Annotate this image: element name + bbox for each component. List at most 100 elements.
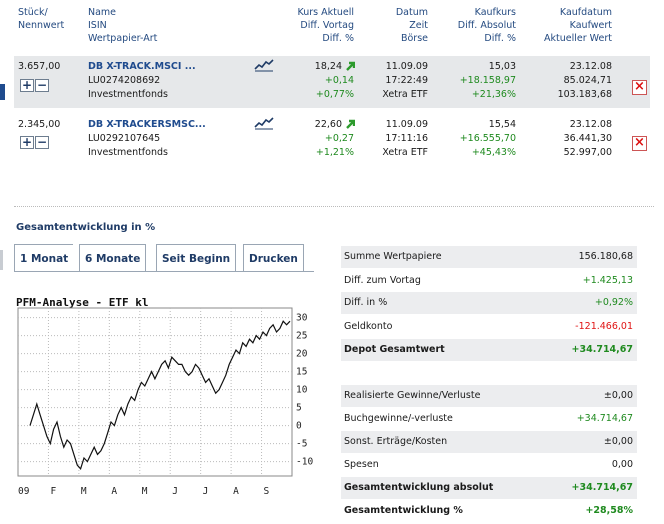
position-diff-vortag: +0,14 [324, 75, 354, 86]
summary-row: Geldkonto -121.466,01 [341, 316, 637, 338]
tab-seit-beginn[interactable]: Seit Beginn [156, 244, 237, 272]
plus-button[interactable]: + [20, 135, 34, 149]
position-kaufdatum: 23.12.08 [569, 119, 612, 130]
position-kaufwert: 85.024,71 [563, 75, 612, 86]
y-tick-label: 25 [296, 331, 307, 342]
summary-label: Diff. zum Vortag [344, 275, 421, 286]
position-kaufdatum: 23.12.08 [569, 61, 612, 72]
position-art: Investmentfonds [88, 89, 168, 100]
position-diff-vortag: +0,27 [324, 133, 354, 144]
tab-drucken[interactable]: Drucken [243, 244, 304, 272]
x-tick-label: A [233, 486, 239, 497]
position-name-link[interactable]: DB X-TRACKERSMSC... [88, 119, 206, 130]
tab-1-monat[interactable]: 1 Monat [14, 244, 74, 272]
x-tick-label: J [203, 486, 209, 497]
position-name-link[interactable]: DB X-TRACK.MSCI ... [88, 61, 196, 72]
position-diff-absolut-pct: +45,43% [471, 147, 516, 158]
tab-strip-line [14, 271, 314, 272]
summary-value: ±0,00 [603, 436, 633, 447]
summary-row: Buchgewinne/-verluste +34.714,67 [341, 408, 637, 430]
summary-row: Realisierte Gewinne/Verluste ±0,00 [341, 385, 637, 407]
y-tick-label: 10 [296, 385, 308, 396]
summary-label: Depot Gesamtwert [344, 344, 445, 355]
position-zeit: 17:11:16 [385, 133, 428, 144]
summary-row: Gesamtentwicklung % +28,58% [341, 500, 637, 522]
position-kurs: 18,24 [280, 60, 342, 74]
summary-value: +34.714,67 [571, 344, 633, 355]
y-tick-label: 20 [296, 349, 308, 360]
y-tick-label: 15 [296, 367, 307, 378]
summary-row: Diff. zum Vortag +1.425,13 [341, 270, 637, 292]
header-kurs: Kurs Aktuell Diff. Vortag Diff. % [297, 7, 354, 44]
x-tick-label: F [50, 486, 56, 497]
summary-label: Realisierte Gewinne/Verluste [344, 390, 481, 401]
summary-value: +34.714,67 [571, 482, 633, 493]
position-isin: LU0292107645 [88, 133, 161, 144]
summary-label: Gesamtentwicklung % [344, 505, 463, 516]
position-kaufkurs: 15,54 [488, 119, 516, 130]
summary-value: +34.714,67 [576, 413, 633, 424]
position-diff-absolut-pct: +21,36% [471, 89, 516, 100]
plus-button[interactable]: + [20, 78, 34, 92]
x-tick-label: M [81, 486, 87, 497]
position-stueck: 3.657,00 [18, 61, 61, 72]
quantity-buttons: + − [20, 79, 49, 92]
position-diff-absolut: +16.555,70 [459, 133, 516, 144]
summary-value: -121.466,01 [575, 321, 633, 332]
minus-button[interactable]: − [35, 78, 49, 92]
header-datum: Datum Zeit Börse [395, 7, 428, 44]
left-edge-marker [0, 250, 3, 270]
summary-value: 0,00 [611, 459, 633, 470]
section-title: Gesamtentwicklung in % [16, 222, 156, 233]
y-tick-label: -5 [296, 439, 307, 450]
position-stueck: 2.345,00 [18, 119, 61, 130]
x-tick-label: 09 [18, 486, 30, 497]
performance-chart: 30 25 20 15 10 5 0 -5 -10 09 F M A M J J A S [17, 307, 313, 497]
y-tick-label: -10 [296, 457, 313, 468]
x-tick-label: S [264, 486, 270, 497]
position-kurs: 22,60 [280, 118, 342, 132]
summary-label: Diff. in % [344, 297, 388, 308]
position-boerse: Xetra ETF [382, 89, 428, 100]
header-name: Name ISIN Wertpapier-Art [88, 7, 158, 44]
summary-row: Sonst. Erträge/Kosten ±0,00 [341, 431, 637, 453]
up-arrow-icon [345, 61, 356, 74]
position-boerse: Xetra ETF [382, 147, 428, 158]
position-kaufkurs: 15,03 [488, 61, 516, 72]
header-kaufkurs: Kaufkurs Diff. Absolut Diff. % [457, 7, 516, 44]
chart-title: PFM-Analyse - ETF kl [16, 296, 149, 309]
tab-6-monate[interactable]: 6 Monate [79, 244, 147, 272]
position-kaufwert: 36.441,30 [563, 133, 612, 144]
summary-row: Spesen 0,00 [341, 454, 637, 476]
y-tick-label: 0 [296, 421, 302, 432]
position-aktueller-wert: 103.183,68 [557, 89, 612, 100]
y-tick-label: 30 [296, 313, 308, 324]
section-divider [14, 206, 654, 207]
series-line [29, 320, 291, 470]
position-datum: 11.09.09 [385, 119, 428, 130]
position-zeit: 17:22:49 [385, 75, 428, 86]
summary-label: Sonst. Erträge/Kosten [344, 436, 448, 447]
header-stueck: Stück/Nennwert [18, 7, 65, 31]
summary-label: Geldkonto [344, 321, 393, 332]
summary-value: ±0,00 [603, 390, 633, 401]
position-diff-pct: +0,77% [315, 89, 354, 100]
y-tick-label: 5 [296, 403, 302, 414]
summary-label: Buchgewinne/-verluste [344, 413, 453, 424]
summary-label: Gesamtentwicklung absolut [344, 482, 494, 493]
chart-icon[interactable] [254, 59, 274, 76]
position-aktueller-wert: 52.997,00 [563, 147, 612, 158]
remove-position-button[interactable]: × [632, 136, 647, 151]
summary-value: +0,92% [594, 297, 633, 308]
minus-button[interactable]: − [35, 135, 49, 149]
summary-row: Depot Gesamtwert +34.714,67 [341, 339, 637, 361]
x-tick-label: A [111, 486, 117, 497]
position-art: Investmentfonds [88, 147, 168, 158]
header-kaufdatum: Kaufdatum Kaufwert Aktueller Wert [544, 7, 612, 44]
chart-icon[interactable] [254, 117, 274, 134]
remove-position-button[interactable]: × [632, 80, 647, 95]
up-arrow-icon [345, 119, 356, 132]
summary-label: Summe Wertpapiere [344, 251, 442, 262]
kurs-value: 22,60 [314, 119, 342, 130]
summary-value: +1.425,13 [582, 275, 633, 286]
